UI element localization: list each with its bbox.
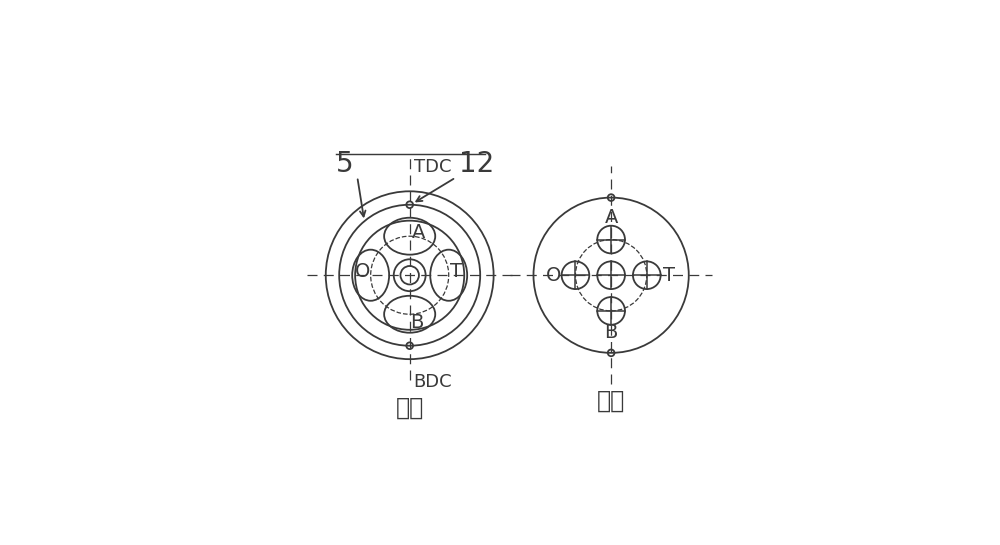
Text: 后端: 后端 [597, 389, 625, 413]
Text: A: A [412, 222, 426, 241]
Text: 12: 12 [459, 150, 494, 178]
Text: O: O [546, 266, 561, 284]
Text: 5: 5 [336, 150, 353, 178]
Text: 前端: 前端 [396, 396, 424, 420]
Text: TDC: TDC [414, 158, 451, 176]
Text: T: T [450, 262, 462, 281]
Text: B: B [411, 313, 424, 332]
Text: A: A [604, 208, 618, 227]
Text: O: O [355, 262, 370, 281]
Text: T: T [663, 266, 675, 284]
Text: B: B [604, 323, 618, 342]
Text: BDC: BDC [413, 373, 452, 391]
